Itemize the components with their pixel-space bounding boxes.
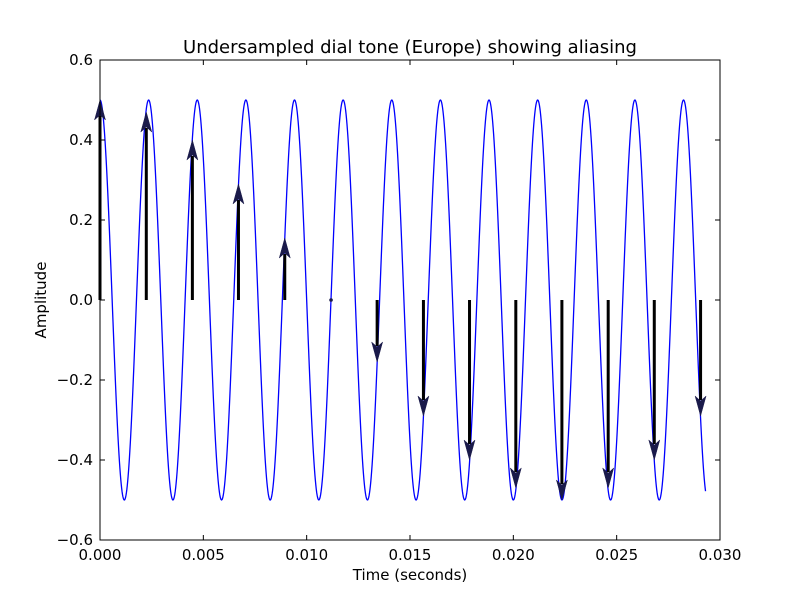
arrow-head bbox=[602, 467, 615, 489]
y-tick-label: −0.2 bbox=[57, 371, 93, 389]
sample-arrow bbox=[417, 300, 430, 417]
sample-arrow bbox=[555, 300, 568, 501]
y-tick-label: 0.4 bbox=[69, 131, 93, 149]
sample-arrow bbox=[648, 300, 661, 461]
arrow-head bbox=[232, 183, 245, 205]
arrow-head bbox=[417, 395, 430, 417]
sample-arrow bbox=[509, 300, 522, 489]
x-tick-label: 0.030 bbox=[699, 546, 742, 564]
y-axis-label: Amplitude bbox=[32, 262, 50, 339]
arrow-head bbox=[186, 139, 199, 161]
arrow-head bbox=[555, 479, 568, 501]
sample-arrow bbox=[186, 139, 199, 300]
sample-arrow bbox=[232, 183, 245, 300]
arrow-head bbox=[371, 341, 384, 363]
arrow-head bbox=[140, 111, 153, 133]
sample-arrow bbox=[278, 237, 291, 300]
y-tick-label: 0.0 bbox=[69, 291, 93, 309]
sample-arrow bbox=[329, 298, 333, 302]
sample-arrow bbox=[140, 111, 153, 300]
sample-arrow bbox=[602, 300, 615, 489]
sample-arrow bbox=[694, 300, 707, 417]
x-tick-label: 0.010 bbox=[285, 546, 328, 564]
arrow-head bbox=[648, 439, 661, 461]
arrow-head bbox=[463, 439, 476, 461]
y-tick-label: 0.2 bbox=[69, 211, 93, 229]
arrow-head bbox=[694, 395, 707, 417]
plot-content bbox=[94, 99, 707, 501]
x-tick-label: 0.025 bbox=[595, 546, 638, 564]
sample-arrow bbox=[463, 300, 476, 461]
y-tick-label: −0.4 bbox=[57, 451, 93, 469]
y-tick-label: −0.6 bbox=[57, 531, 93, 549]
arrow-head bbox=[278, 237, 291, 259]
x-tick-label: 0.005 bbox=[182, 546, 225, 564]
y-tick-label: 0.6 bbox=[69, 51, 93, 69]
x-tick-label: 0.000 bbox=[79, 546, 122, 564]
sample-point bbox=[329, 298, 333, 302]
chart-title: Undersampled dial tone (Europe) showing … bbox=[183, 37, 637, 58]
x-tick-label: 0.015 bbox=[389, 546, 432, 564]
axes: 0.000 0.005 0.010 0.015 0.020 0.025 0.030 −0.6 −… bbox=[57, 51, 742, 564]
x-tick-label: 0.020 bbox=[492, 546, 535, 564]
arrow-head bbox=[509, 467, 522, 489]
sample-arrow bbox=[371, 300, 384, 363]
x-axis-label: Time (seconds) bbox=[352, 566, 468, 584]
sine-line bbox=[99, 99, 707, 501]
